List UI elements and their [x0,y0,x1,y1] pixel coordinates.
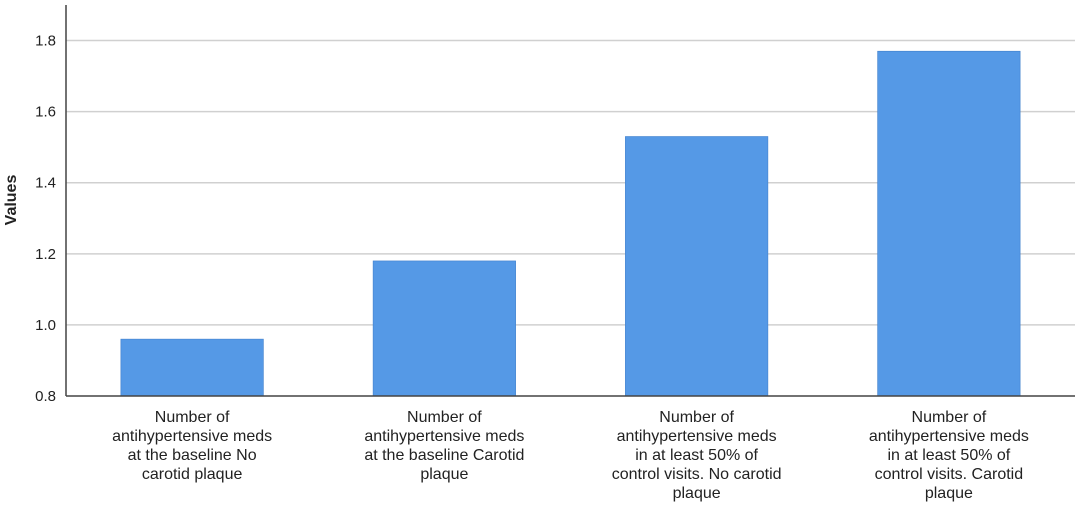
bar [877,50,1021,397]
x-category-label: Number of antihypertensive meds in at leas… [612,409,782,502]
y-tick-label: 0.8 [35,388,56,405]
y-tick-label: 1.4 [35,175,56,192]
y-tick-label: 1.8 [35,33,56,50]
bar [372,260,516,397]
y-tick-label: 1.2 [35,246,56,263]
x-category-labels: Number of antihypertensive meds at the bas… [112,409,1029,502]
bars [120,50,1021,397]
y-tick-label: 1.6 [35,104,56,121]
x-category-label: Number of antihypertensive meds in at leas… [869,409,1029,502]
x-category-label: Number of antihypertensive meds at the bas… [112,409,272,483]
y-axis-title: Values [3,175,20,226]
axes [65,5,1075,397]
bar [625,136,769,397]
x-category-label: Number of antihypertensive meds at the bas… [364,409,524,483]
y-tick-labels: 0.8 1.0 1.2 1.4 1.6 1.8 [35,33,56,405]
y-tick-label: 1.0 [35,317,56,334]
bar [120,338,264,397]
